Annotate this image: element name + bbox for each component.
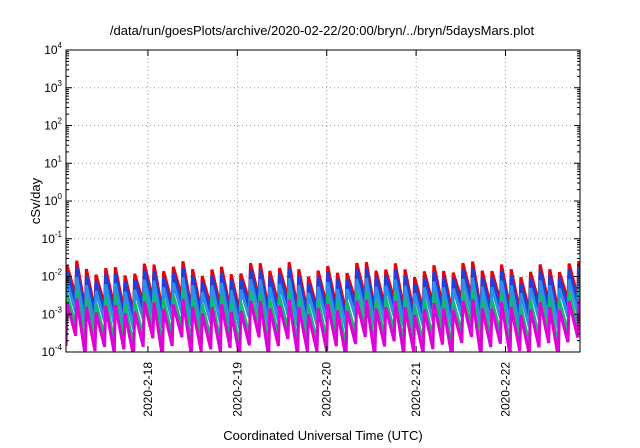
plot-frame: [65, 49, 581, 353]
y-tick-label: 10-3: [42, 305, 63, 321]
y-tick-label: 100: [44, 192, 62, 208]
y-axis-label: cSv/day: [28, 177, 43, 224]
x-tick-label: 2020-2-19: [230, 362, 244, 417]
x-tick-label: 2020-2-21: [409, 362, 423, 417]
y-tick-label: 102: [44, 117, 62, 133]
y-tick-label: 10-2: [42, 268, 63, 284]
x-tick-label: 2020-2-20: [320, 362, 334, 417]
series-group: [66, 260, 580, 352]
y-tick-label: 10-4: [42, 343, 63, 359]
x-tick-label: 2020-2-18: [141, 362, 155, 417]
chart-title: /data/run/goesPlots/archive/2020-02-22/2…: [110, 23, 535, 38]
y-tick-label: 101: [44, 154, 62, 170]
x-axis-ticks: 2020-2-18 2020-2-19 2020-2-20 2020-2-21 2020…: [141, 50, 513, 417]
x-tick-label: 2020-2-22: [499, 362, 513, 417]
x-axis-label: Coordinated Universal Time (UTC): [223, 428, 422, 443]
y-tick-label: 10-1: [42, 230, 63, 246]
y-tick-label: 103: [44, 79, 62, 95]
series-line: [66, 298, 580, 352]
y-tick-label: 104: [44, 41, 62, 57]
